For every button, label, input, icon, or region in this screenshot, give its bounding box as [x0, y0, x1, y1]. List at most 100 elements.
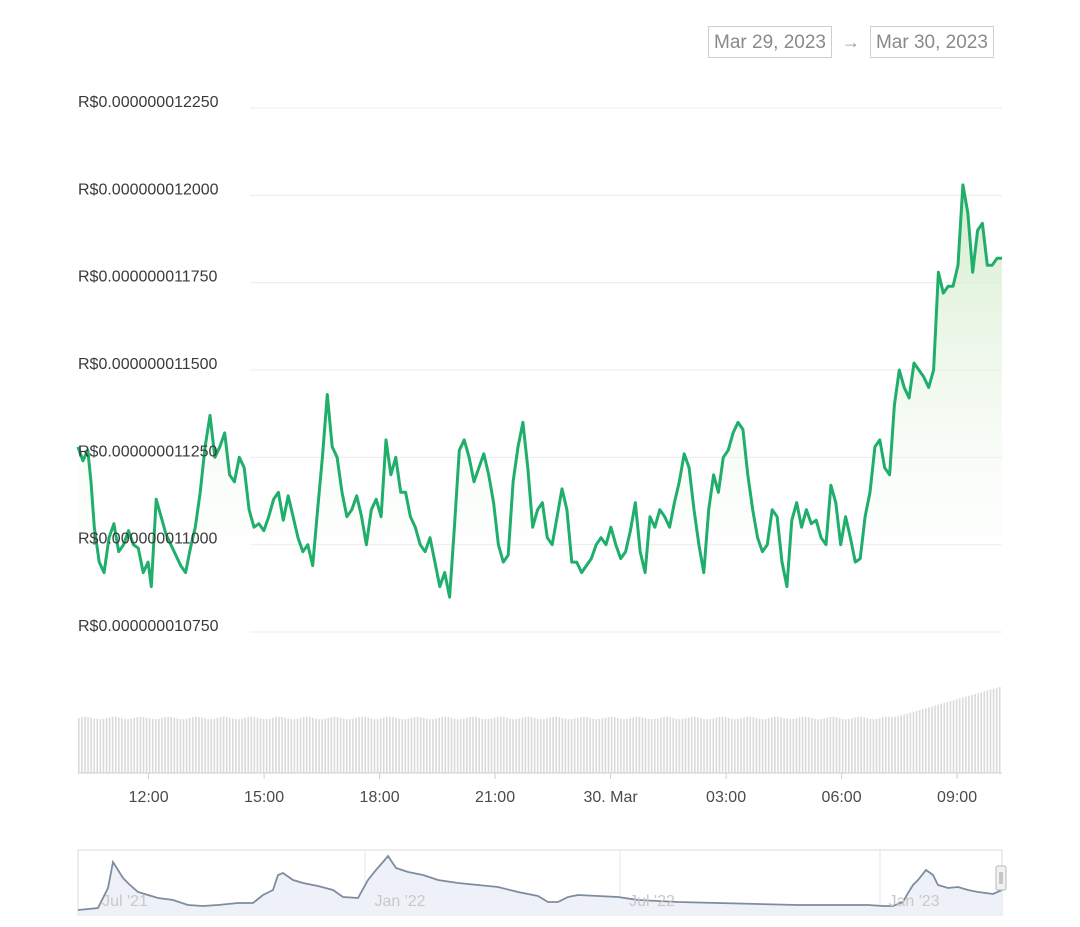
volume-bar: [669, 717, 671, 773]
navigator-handle[interactable]: [995, 865, 1007, 891]
volume-bar: [974, 694, 976, 773]
volume-bar: [401, 719, 403, 773]
volume-bar: [272, 717, 274, 773]
volume-bar: [345, 719, 348, 773]
volume-bar: [305, 716, 308, 773]
volume-bar: [191, 717, 194, 773]
volume-bar: [931, 706, 933, 773]
volume-bar: [826, 717, 829, 773]
volume-bar: [290, 719, 293, 773]
volume-bar: [429, 719, 431, 773]
volume-bar: [823, 718, 825, 773]
range-to-input[interactable]: Mar 30, 2023: [869, 26, 994, 58]
volume-bar: [284, 717, 286, 773]
volume-bar: [210, 719, 213, 773]
navigator[interactable]: Jul '21 Jan '22 Jul '22 Jan '23: [77, 849, 1007, 916]
volume-bar: [844, 719, 847, 773]
volume-bar: [355, 717, 357, 773]
volume-bar: [81, 717, 83, 773]
volume-bar: [447, 717, 450, 773]
volume-bar: [349, 719, 351, 773]
volume-bar: [570, 719, 573, 773]
x-tick-label: 21:00: [475, 789, 515, 806]
volume-bar: [512, 719, 514, 773]
volume-bar: [87, 716, 89, 773]
volume-bar: [176, 718, 179, 773]
volume-bar: [700, 718, 702, 773]
volume-bar: [339, 717, 342, 773]
volume-bar: [798, 717, 801, 773]
volume-bar: [703, 718, 705, 773]
volume-bar: [253, 717, 256, 773]
volume-bar: [352, 718, 354, 773]
volume-bar: [774, 716, 776, 773]
volume-bar: [145, 717, 148, 773]
volume-bar: [527, 716, 530, 773]
volume-bar: [188, 717, 191, 773]
volume-bar: [302, 717, 305, 773]
volume-bar: [626, 719, 628, 773]
volume-bar: [379, 718, 382, 773]
volume-bar: [629, 718, 631, 773]
volume-bar: [690, 716, 693, 773]
volume-bar: [99, 719, 102, 773]
volume-bar: [589, 717, 591, 773]
volume-bar: [312, 717, 314, 773]
volume-bar: [296, 718, 299, 773]
volume-bar: [986, 690, 989, 773]
volume-bar: [715, 717, 718, 773]
navigator-tick-label: Jul '22: [629, 893, 675, 910]
volume-bar: [604, 717, 607, 773]
volume-bar: [869, 718, 872, 773]
range-arrow-icon: →: [841, 31, 860, 52]
volume-bar: [518, 718, 521, 773]
volume-bar: [262, 719, 265, 773]
volume-bar: [807, 717, 810, 773]
volume-bar: [706, 719, 708, 773]
volume-bar: [598, 719, 601, 773]
volume-bar: [632, 717, 634, 773]
volume-bar: [250, 716, 253, 773]
volume-bar: [724, 717, 727, 773]
volume-bar: [804, 716, 807, 773]
volume-bar: [961, 697, 964, 773]
volume-bar: [891, 717, 893, 773]
volume-bar: [484, 719, 487, 773]
volume-bar: [709, 719, 711, 773]
volume-bar: [992, 688, 995, 773]
navigator-tick-label: Jul '21: [102, 893, 148, 910]
volume-bar: [620, 718, 622, 773]
volume-bar: [687, 717, 690, 773]
volume-bar: [321, 719, 323, 773]
volume-bar: [450, 717, 453, 773]
volume-bar: [155, 719, 157, 773]
volume-bar: [318, 719, 320, 773]
range-from-input[interactable]: Mar 29, 2023: [708, 26, 832, 58]
volume-bar: [358, 717, 360, 773]
y-axis-labels: R$0.000000012250 R$0.000000012000 R$0.0000…: [78, 94, 219, 635]
volume-bar: [761, 719, 764, 773]
volume-bar: [422, 717, 425, 773]
volume-bar: [367, 717, 370, 773]
volume-bar: [404, 719, 407, 773]
volume-bar: [586, 717, 588, 773]
volume-bar: [737, 719, 739, 773]
volume-bar: [438, 717, 440, 773]
volume-bar: [244, 717, 246, 773]
volume-bar: [968, 695, 970, 773]
volume-bar: [613, 717, 616, 773]
volume-bar: [995, 687, 998, 773]
volume-bar: [84, 716, 86, 773]
volume-bar: [792, 718, 795, 773]
volume-bar: [503, 717, 505, 773]
volume-bar: [780, 717, 782, 773]
volume-bar: [857, 716, 859, 773]
volume-bar: [881, 717, 884, 773]
volume-bar: [915, 710, 918, 773]
volume-bar: [392, 717, 394, 773]
y-tick-label: R$0.000000012250: [78, 94, 219, 111]
volume-bar: [666, 716, 668, 773]
volume-bar: [130, 718, 132, 773]
volume-bar: [653, 719, 656, 773]
